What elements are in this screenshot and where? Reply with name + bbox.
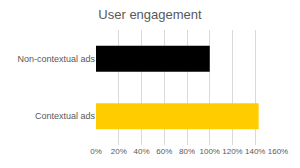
svg-text:User engagement: User engagement xyxy=(98,7,202,22)
svg-text:160%: 160% xyxy=(268,147,288,156)
svg-text:Contextual ads: Contextual ads xyxy=(35,111,96,121)
svg-text:0%: 0% xyxy=(90,147,102,156)
svg-text:140%: 140% xyxy=(245,147,265,156)
svg-text:100%: 100% xyxy=(200,147,220,156)
svg-text:60%: 60% xyxy=(156,147,172,156)
svg-text:Non-contextual ads: Non-contextual ads xyxy=(17,54,95,64)
svg-text:120%: 120% xyxy=(222,147,242,156)
svg-text:40%: 40% xyxy=(133,147,149,156)
svg-text:20%: 20% xyxy=(111,147,127,156)
svg-text:80%: 80% xyxy=(179,147,195,156)
